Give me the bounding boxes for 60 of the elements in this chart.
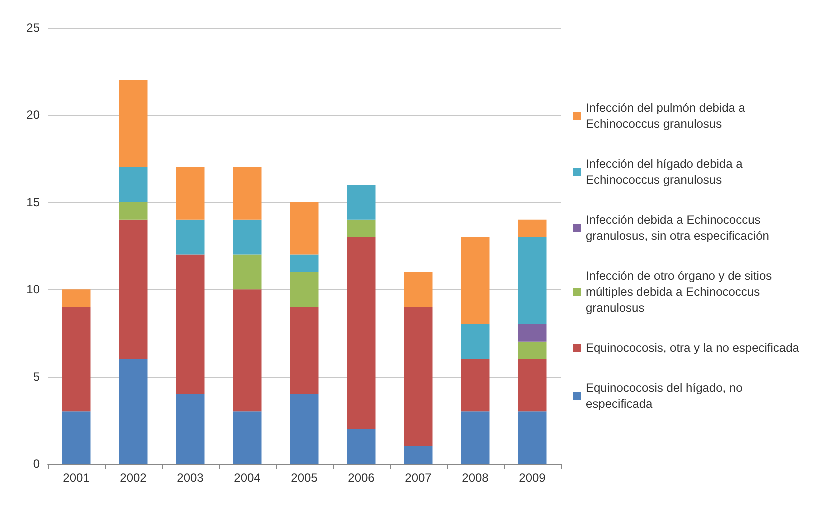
legend-label: Infección debida a Echinococcus granulosus, sin otra especificación (586, 213, 770, 243)
bar (461, 412, 490, 464)
bar (233, 290, 262, 412)
bar (290, 307, 319, 394)
bar (404, 307, 433, 447)
x-tick-label: 2005 (291, 471, 318, 485)
bar (62, 412, 91, 464)
bar (233, 254, 262, 290)
x-tick-label: 2009 (519, 471, 546, 485)
bar (176, 220, 205, 255)
bar (461, 237, 490, 324)
bar (233, 168, 262, 220)
bar (62, 307, 91, 412)
bar (119, 220, 148, 360)
legend-label: Equinococosis del hígado, no especificada (586, 381, 746, 411)
x-tick-label: 2008 (462, 471, 490, 485)
bar (290, 272, 319, 308)
legend-label: Infección de otro órgano y de sitios múltiples debida a Echinococcus granulosus (586, 269, 776, 315)
bar (290, 394, 319, 464)
bar (176, 168, 205, 220)
x-tick-label: 2004 (234, 471, 262, 485)
bar (347, 220, 376, 238)
legend-label: Infección del hígado debida a Echinococcus granulosus (586, 157, 746, 187)
x-tick-label: 2007 (405, 471, 432, 485)
bar (518, 237, 547, 324)
y-tick-label: 10 (26, 282, 40, 297)
bar (518, 324, 547, 342)
bar (518, 359, 547, 412)
bar (518, 412, 547, 464)
bar (62, 290, 91, 308)
bar (347, 184, 376, 220)
x-tick-label: 2001 (63, 471, 90, 485)
x-tick-label: 2006 (348, 471, 376, 485)
x-tick-label: 2002 (120, 471, 148, 485)
bar (119, 202, 148, 220)
y-tick-label: 15 (26, 195, 40, 210)
bar (290, 202, 319, 255)
bar (119, 80, 148, 168)
y-tick-label: 5 (33, 370, 40, 384)
x-tick-label: 2003 (177, 471, 204, 485)
bar (404, 446, 433, 464)
bar (290, 254, 319, 272)
bar (176, 394, 205, 464)
bar (347, 429, 376, 464)
legend-label: Infección del pulmón debida a Echinococcus granulosus (586, 101, 749, 131)
bar (518, 220, 547, 238)
y-tick-label: 25 (26, 21, 40, 35)
y-tick-label: 0 (33, 457, 40, 471)
bar (518, 342, 547, 360)
bar (176, 254, 205, 394)
legend-label: Equinococosis, otra y la no especificada (586, 341, 800, 355)
bar (461, 324, 490, 360)
y-tick-label: 20 (26, 108, 40, 122)
bar (347, 237, 376, 430)
bar (233, 220, 262, 255)
bar (404, 272, 433, 308)
bar (233, 412, 262, 464)
bar (461, 359, 490, 412)
bar (119, 359, 148, 464)
bar (119, 168, 148, 202)
